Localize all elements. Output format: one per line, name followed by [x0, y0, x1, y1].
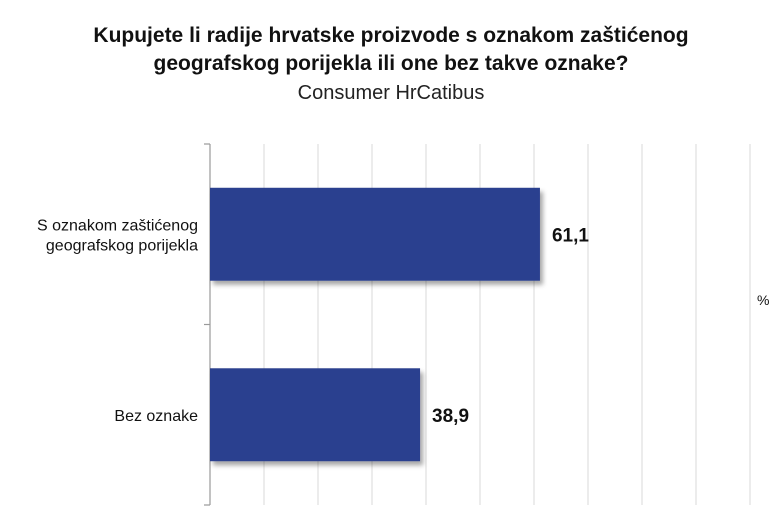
category-label: S oznakom zaštićenog geografskog porijekl… [37, 217, 198, 254]
category-axis [204, 143, 211, 506]
value-labels: 61,1 38,9 [432, 225, 589, 427]
chart-title: Kupujete li radije hrvatske proizvode s … [93, 24, 689, 75]
chart-subtitle: Consumer HrCatibus [297, 82, 485, 104]
unit-label: % [757, 292, 769, 308]
value-label: 38,9 [432, 406, 469, 427]
category-label: Bez oznake [114, 408, 198, 425]
bars [210, 187, 540, 462]
chart-header: Kupujete li radije hrvatske proizvode s … [0, 22, 782, 106]
bar [210, 368, 421, 462]
category-labels: S oznakom zaštićenog geografskog porijekl… [37, 217, 198, 425]
value-label: 61,1 [552, 225, 589, 246]
bar [210, 187, 540, 281]
